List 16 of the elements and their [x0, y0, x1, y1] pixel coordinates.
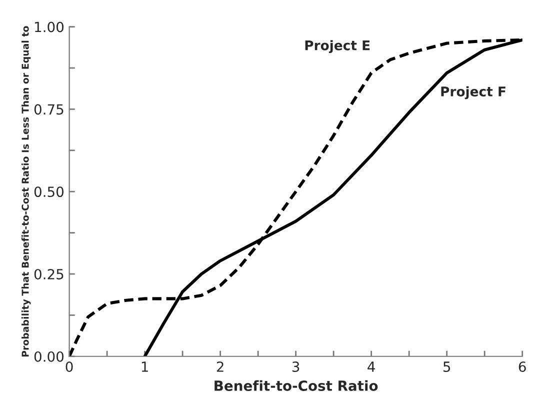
x-tick-label: 1	[142, 362, 148, 372]
y-tick-label: 0.00	[34, 351, 64, 362]
x-tick-label: 6	[518, 361, 526, 372]
y-tick-label: 0.75	[34, 104, 64, 115]
x-tick-label: 3	[292, 361, 300, 372]
y-tick-label: 0.25	[34, 268, 64, 280]
series-label: Project E	[305, 40, 370, 53]
x-tick-label: 5	[443, 362, 450, 372]
y-tick-label: 0.50	[34, 186, 64, 198]
x-axis-title: Benefit-to-Cost Ratio	[214, 380, 378, 391]
y-axis-title: Probability That Benefit-to-Cost Ratio Is Less Than or Equal to	[22, 26, 31, 357]
x-tick-label: 4	[368, 362, 375, 372]
series-label: Project F	[441, 86, 506, 100]
x-tick-label: 2	[216, 361, 224, 372]
y-tick-label: 1.00	[35, 22, 64, 32]
x-tick-label: 0	[66, 361, 73, 372]
